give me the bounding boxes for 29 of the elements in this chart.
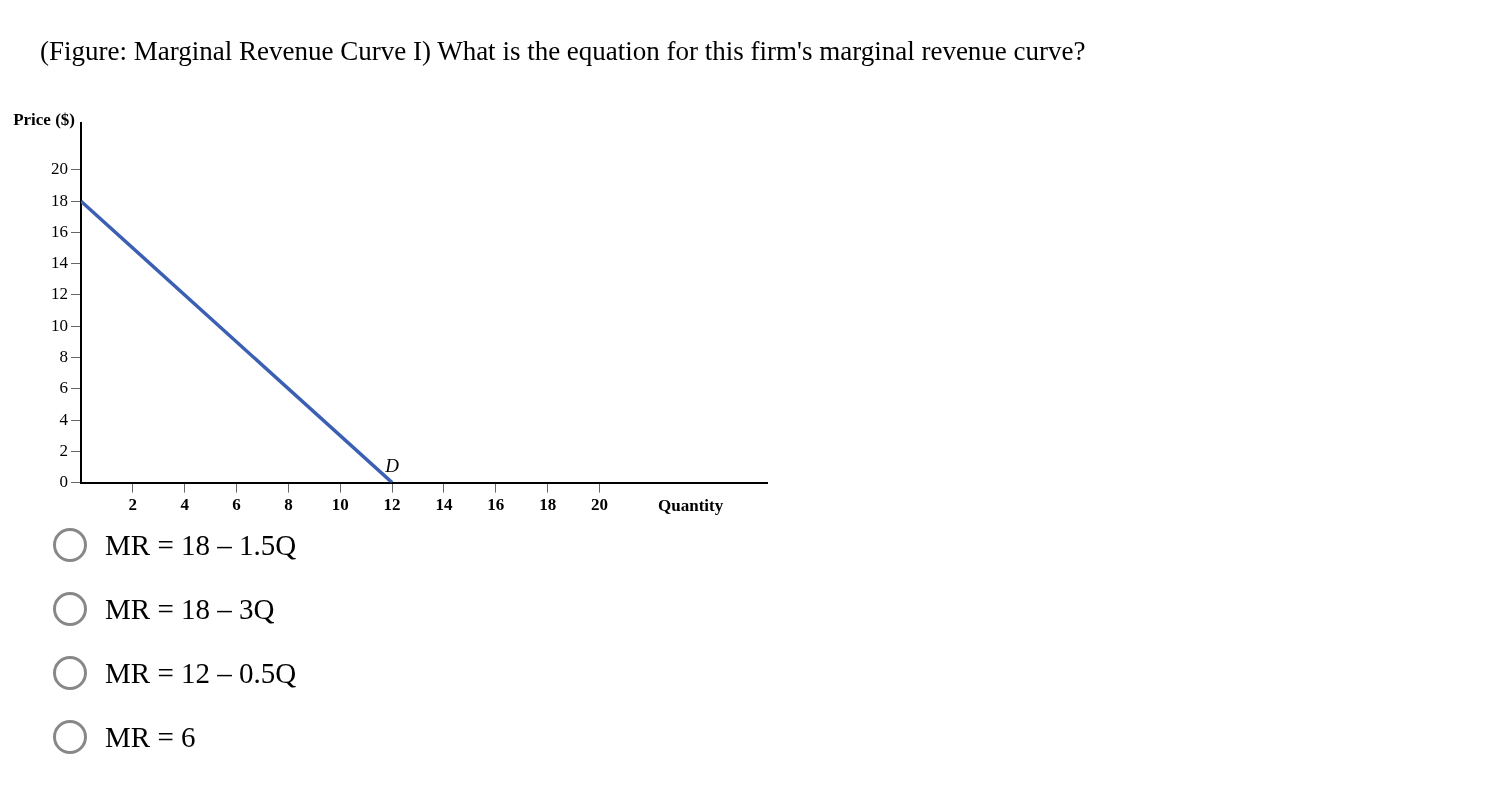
x-tick-label: 14 [435, 495, 453, 515]
y-tick-label: 12 [51, 284, 68, 304]
x-tick-label: 6 [232, 495, 241, 515]
x-tick-label: 8 [284, 495, 293, 515]
text: MR = 6 [105, 720, 196, 754]
chart-title: (Figure: Marginal Revenue Curve I) What is the equation for this firm's marginal revenue curve? [40, 36, 1086, 67]
x-tick-label: 10 [331, 495, 349, 515]
x-tick-label: 2 [128, 495, 138, 515]
y-tick-label: 6 [59, 378, 68, 398]
x-tick-label: 16 [487, 495, 505, 515]
x-tick-label: 18 [539, 495, 557, 515]
y-tick-label: 14 [51, 253, 69, 273]
x-axis-title: Quantity [658, 495, 724, 515]
y-tick-label: 4 [59, 409, 69, 429]
x-tick-label: 4 [180, 495, 190, 515]
annotation: D [384, 455, 400, 477]
y-axis-title: Price ($) [13, 109, 75, 129]
y-tick-label: 20 [51, 159, 68, 179]
text: MR = 18 – 3Q [105, 592, 275, 626]
x-tick-label: 12 [383, 495, 401, 515]
y-tick-label: 8 [59, 346, 68, 366]
y-tick-label: 10 [51, 315, 68, 335]
x-tick-label: 20 [590, 495, 608, 515]
y-tick-label: 0 [59, 472, 68, 492]
y-tick-label: 2 [59, 440, 68, 460]
text: MR = 12 – 0.5Q [105, 656, 297, 690]
y-tick-label: 16 [51, 221, 68, 241]
text: MR = 18 – 1.5Q [105, 528, 297, 562]
y-tick-label: 18 [51, 190, 68, 210]
